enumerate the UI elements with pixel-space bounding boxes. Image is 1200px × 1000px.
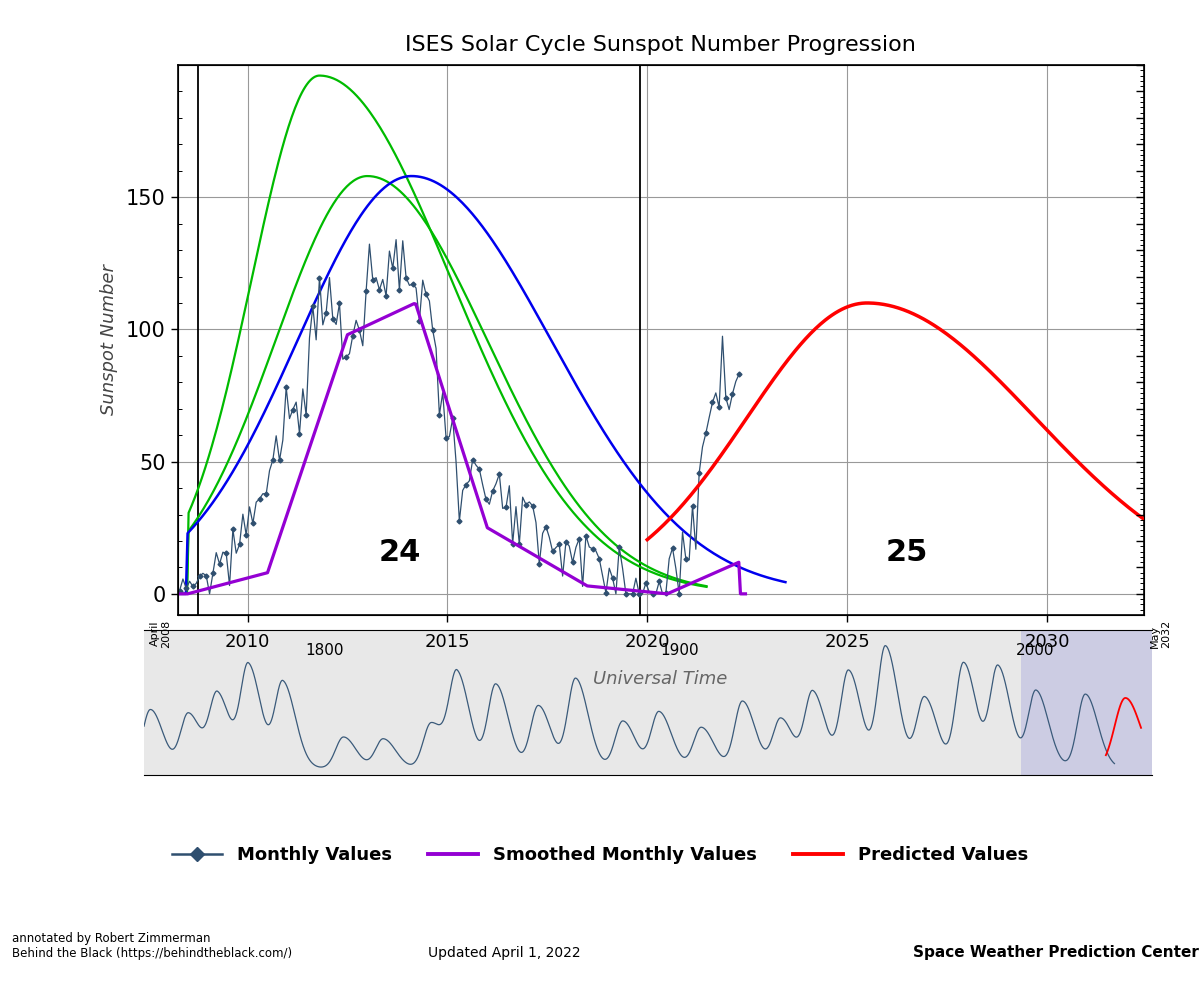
Text: 2010: 2010 bbox=[224, 633, 270, 651]
Text: annotated by Robert Zimmerman
Behind the Black (https://behindtheblack.com/): annotated by Robert Zimmerman Behind the… bbox=[12, 932, 292, 960]
Text: 2030: 2030 bbox=[1024, 633, 1069, 651]
Text: 2025: 2025 bbox=[824, 633, 870, 651]
Text: 24: 24 bbox=[378, 538, 421, 567]
Text: April
2008: April 2008 bbox=[150, 620, 172, 648]
Bar bbox=[1021, 630, 1152, 775]
Text: Updated April 1, 2022: Updated April 1, 2022 bbox=[427, 946, 581, 960]
Text: May
2032: May 2032 bbox=[1150, 620, 1171, 648]
Text: Universal Time: Universal Time bbox=[594, 670, 727, 688]
Text: 2000: 2000 bbox=[1015, 643, 1054, 658]
Text: 2015: 2015 bbox=[425, 633, 470, 651]
Text: Space Weather Prediction Center: Space Weather Prediction Center bbox=[913, 945, 1199, 960]
Title: ISES Solar Cycle Sunspot Number Progression: ISES Solar Cycle Sunspot Number Progress… bbox=[406, 35, 916, 55]
Text: 25: 25 bbox=[886, 538, 928, 567]
Text: 1900: 1900 bbox=[661, 643, 700, 658]
Text: 2020: 2020 bbox=[624, 633, 670, 651]
Y-axis label: Sunspot Number: Sunspot Number bbox=[100, 265, 118, 415]
Legend: Monthly Values, Smoothed Monthly Values, Predicted Values: Monthly Values, Smoothed Monthly Values,… bbox=[172, 846, 1028, 864]
Text: 1800: 1800 bbox=[306, 643, 344, 658]
